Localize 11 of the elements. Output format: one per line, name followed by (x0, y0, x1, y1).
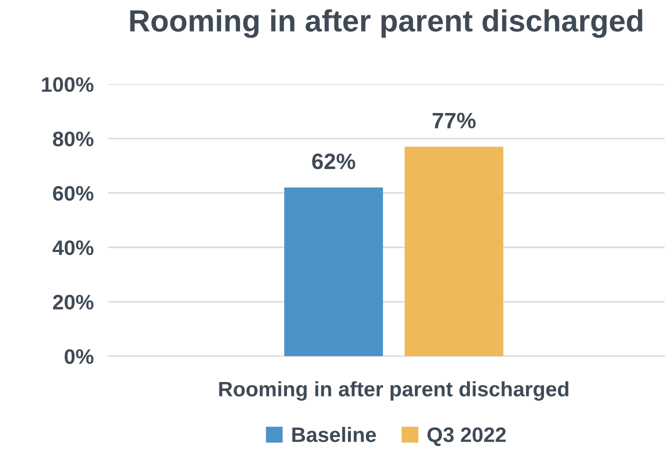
y-tick-label: 80% (52, 132, 94, 146)
y-tick-label: 60% (53, 186, 94, 201)
data-label: 62% (312, 154, 356, 170)
y-tick-label: 0% (64, 349, 94, 364)
legend-label: Baseline (292, 426, 376, 442)
y-tick-label: 100% (42, 77, 94, 92)
chart-title: Rooming in after parent discharged (130, 9, 642, 38)
y-tick-label: 20% (53, 294, 94, 310)
legend-label: Q3 2022 (427, 427, 506, 446)
y-tick-label: 40% (52, 240, 94, 256)
data-label: 77% (432, 112, 476, 128)
